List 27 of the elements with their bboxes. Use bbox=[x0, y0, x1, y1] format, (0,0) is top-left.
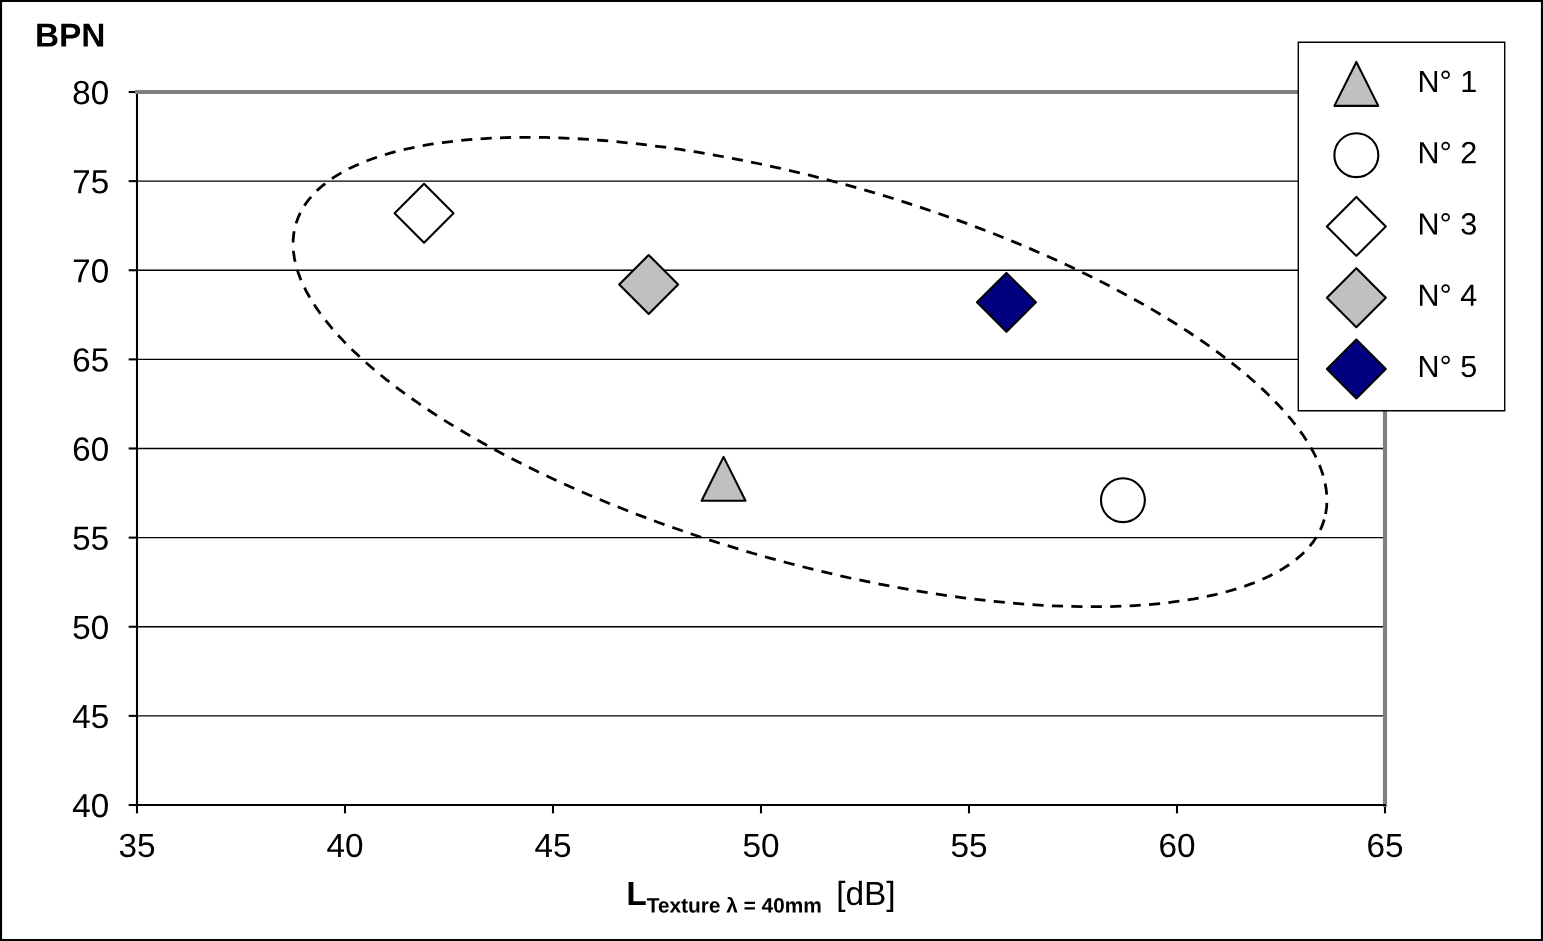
legend-label: N° 1 bbox=[1419, 70, 1476, 92]
point bbox=[1099, 477, 1146, 524]
x-tick-label: 45 bbox=[535, 834, 571, 858]
point bbox=[393, 182, 455, 244]
y-tick-label: 55 bbox=[73, 526, 108, 551]
y-tick-label: 50 bbox=[73, 615, 108, 640]
legend-label: N° 3 bbox=[1419, 213, 1476, 235]
y-tick-label: 40 bbox=[72, 793, 108, 818]
point bbox=[700, 455, 747, 502]
x-tick-label: 40 bbox=[327, 833, 363, 858]
x-tick-label: 55 bbox=[951, 834, 987, 858]
x-tick-label: 50 bbox=[743, 833, 779, 858]
x-tick-label: 65 bbox=[1368, 833, 1403, 858]
y-axis-title: BPN bbox=[37, 23, 104, 47]
x-tick-label: 60 bbox=[1160, 833, 1195, 858]
point bbox=[975, 271, 1037, 333]
point bbox=[618, 254, 680, 316]
legend-label: N° 2 bbox=[1419, 141, 1476, 164]
legend-label: N° 4 bbox=[1419, 284, 1477, 306]
y-tick-label: 45 bbox=[72, 705, 108, 729]
x-tick-label: 35 bbox=[119, 833, 155, 858]
y-tick-label: 70 bbox=[73, 259, 108, 283]
y-tick-label: 65 bbox=[73, 348, 108, 372]
y-tick-label: 75 bbox=[73, 170, 108, 194]
y-tick-label: 80 bbox=[73, 80, 108, 105]
y-tick-label: 60 bbox=[73, 437, 108, 461]
legend-label: N° 5 bbox=[1419, 355, 1476, 378]
